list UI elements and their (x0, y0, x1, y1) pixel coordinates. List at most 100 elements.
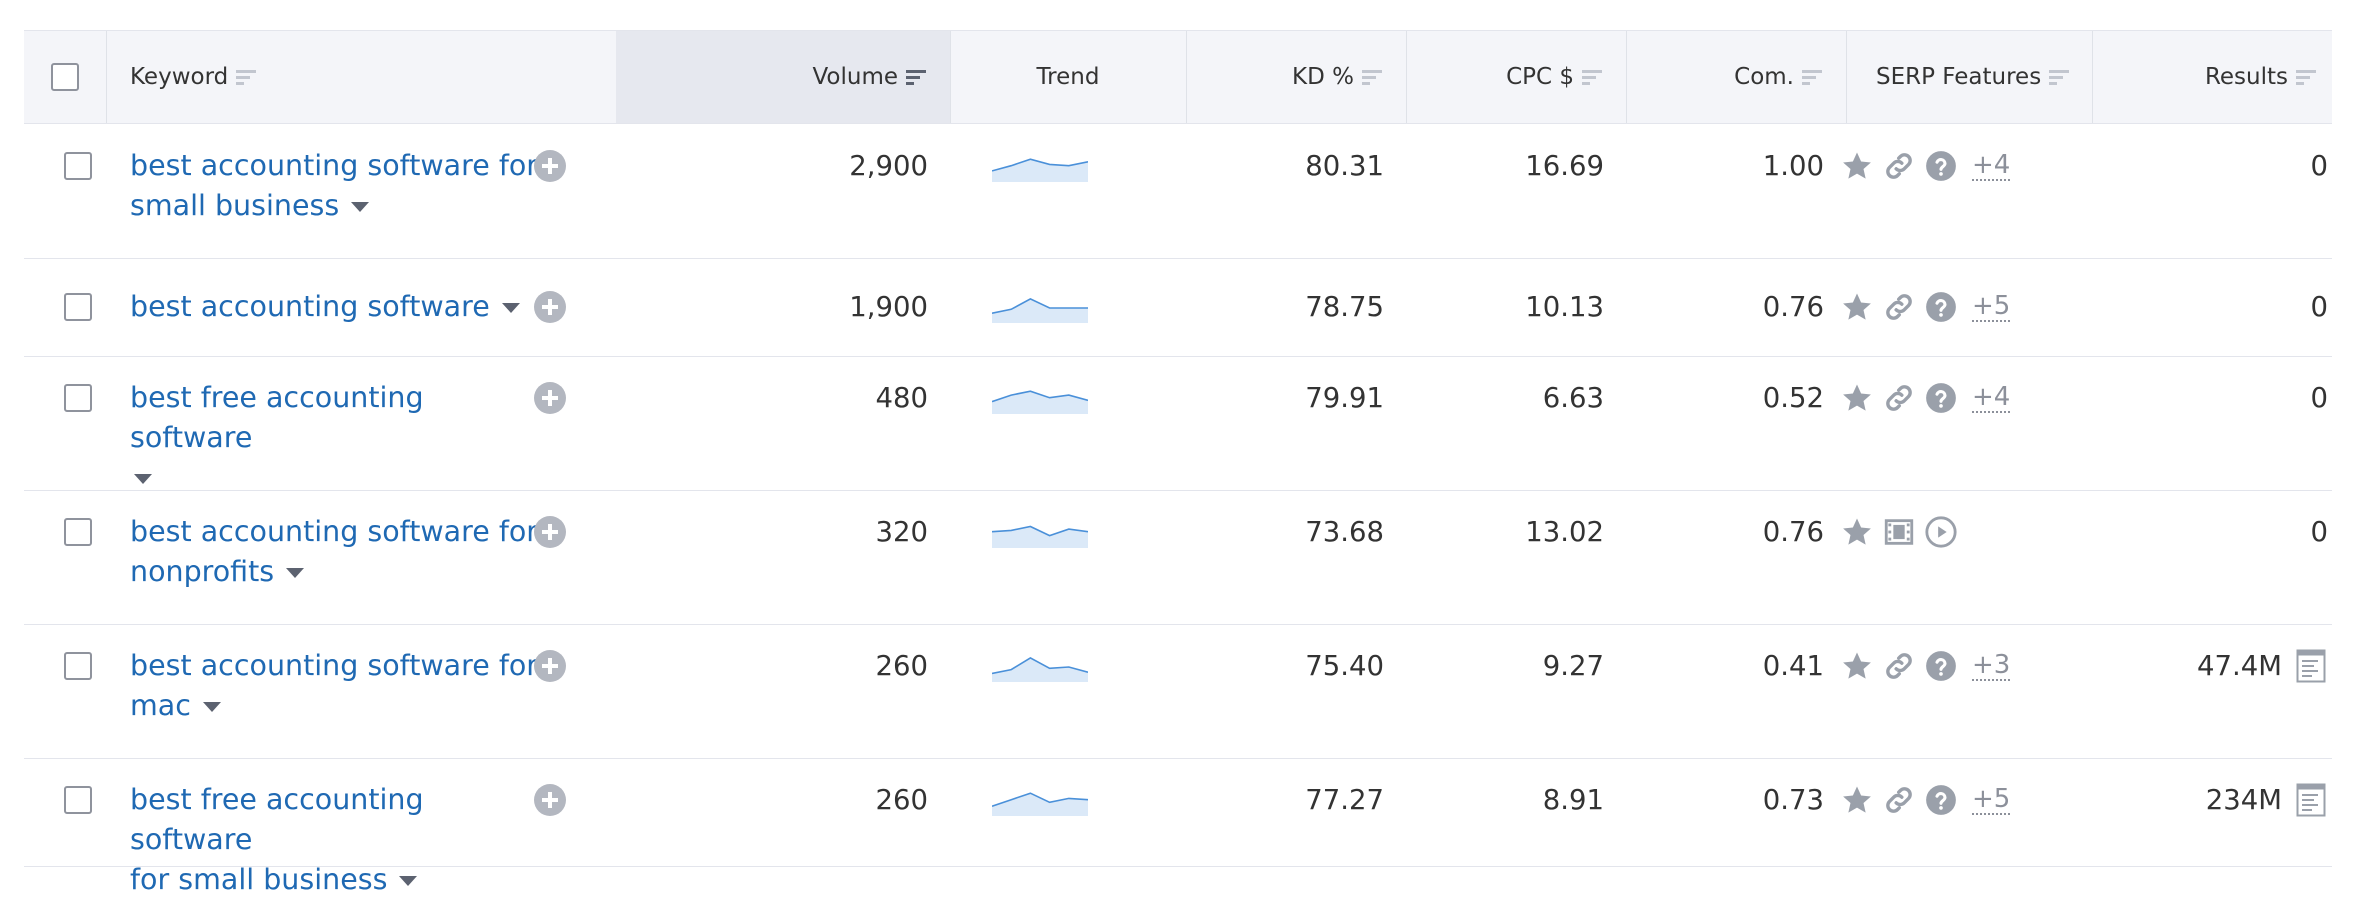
featured-snippet-star-icon[interactable] (1840, 381, 1874, 415)
keyword-link[interactable]: best accounting software for small busine… (130, 146, 540, 226)
more-serp-features[interactable]: +5 (1972, 291, 2011, 322)
add-to-list-icon[interactable] (534, 382, 566, 414)
select-all-checkbox[interactable] (51, 63, 79, 91)
header-cpc[interactable]: CPC $ (1406, 31, 1626, 123)
featured-snippet-star-icon[interactable] (1840, 783, 1874, 817)
sitelinks-link-icon[interactable] (1882, 149, 1916, 183)
sort-icon (1802, 70, 1822, 85)
chevron-down-icon[interactable] (501, 303, 520, 313)
volume-value: 260 (875, 650, 929, 682)
chevron-down-icon[interactable] (286, 568, 305, 578)
cpc-value: 16.69 (1525, 150, 1604, 182)
trend-sparkline (992, 525, 1088, 548)
sort-icon (236, 70, 257, 85)
keyword-text-line1: best free accounting software (130, 381, 424, 454)
header-kd[interactable]: KD % (1186, 31, 1406, 123)
cpc-value: 6.63 (1542, 382, 1604, 414)
keyword-text-line1: best accounting software for (130, 149, 539, 182)
video-carousel-icon[interactable] (1882, 515, 1916, 549)
keyword-link[interactable]: best free accounting software (130, 378, 540, 498)
video-play-icon[interactable] (1924, 515, 1958, 549)
people-also-ask-question-icon[interactable] (1924, 783, 1958, 817)
chevron-down-icon[interactable] (399, 876, 418, 886)
header-trend-label: Trend (1036, 64, 1100, 90)
people-also-ask-question-icon[interactable] (1924, 290, 1958, 324)
serp-features: +3 (1840, 646, 2011, 686)
results-value: 0 (2310, 150, 2329, 182)
featured-snippet-star-icon[interactable] (1840, 149, 1874, 183)
keyword-text-line2: small business (130, 189, 340, 222)
keyword-text-line1: best accounting software for (130, 515, 539, 548)
header-cpc-label: CPC $ (1506, 64, 1574, 90)
people-also-ask-question-icon[interactable] (1924, 149, 1958, 183)
row-checkbox[interactable] (64, 652, 92, 680)
more-serp-features[interactable]: +4 (1972, 150, 2011, 181)
com-value: 1.00 (1762, 150, 1824, 182)
add-to-list-icon[interactable] (534, 291, 566, 323)
header-keyword[interactable]: Keyword (106, 31, 616, 123)
featured-snippet-star-icon[interactable] (1840, 290, 1874, 324)
chevron-down-icon[interactable] (202, 702, 221, 712)
keyword-text-line2: mac (130, 689, 191, 722)
trend-sparkline (992, 158, 1088, 182)
keyword-link[interactable]: best free accounting software for small b… (130, 780, 540, 900)
row-checkbox[interactable] (64, 152, 92, 180)
keyword-link[interactable]: best accounting software for nonprofits (130, 512, 540, 592)
people-also-ask-question-icon[interactable] (1924, 381, 1958, 415)
header-volume[interactable]: Volume (616, 31, 950, 123)
header-keyword-label: Keyword (130, 64, 229, 90)
keyword-link[interactable]: best accounting software for mac (130, 646, 540, 726)
header-trend: Trend (950, 31, 1186, 123)
featured-snippet-star-icon[interactable] (1840, 649, 1874, 683)
serp-snapshot-icon[interactable] (2296, 783, 2326, 817)
cpc-value: 13.02 (1525, 516, 1604, 548)
row-checkbox[interactable] (64, 786, 92, 814)
row-checkbox[interactable] (64, 293, 92, 321)
header-serp[interactable]: SERP Features (1846, 31, 2092, 123)
sort-icon (1582, 70, 1602, 85)
people-also-ask-question-icon[interactable] (1924, 649, 1958, 683)
serp-snapshot-icon[interactable] (2296, 649, 2326, 683)
add-to-list-icon[interactable] (534, 516, 566, 548)
kd-value: 75.40 (1305, 650, 1384, 682)
volume-value: 480 (875, 382, 929, 414)
sitelinks-link-icon[interactable] (1882, 783, 1916, 817)
header-results[interactable]: Results (2092, 31, 2332, 123)
serp-features: +5 (1840, 287, 2011, 327)
header-com[interactable]: Com. (1626, 31, 1846, 123)
featured-snippet-star-icon[interactable] (1840, 515, 1874, 549)
table-row: best free accounting software 480 79.91 … (24, 356, 2332, 491)
keyword-text-line1: best free accounting software (130, 783, 424, 856)
serp-features: +4 (1840, 378, 2011, 418)
com-value: 0.76 (1762, 516, 1824, 548)
serp-features (1840, 512, 1958, 552)
serp-features: +5 (1840, 780, 2011, 820)
results-value: 0 (2310, 291, 2329, 323)
chevron-down-icon[interactable] (134, 474, 152, 484)
add-to-list-icon[interactable] (534, 650, 566, 682)
results-value: 0 (2310, 382, 2329, 414)
kd-value: 78.75 (1305, 291, 1384, 323)
more-serp-features[interactable]: +5 (1972, 784, 2011, 815)
serp-features: +4 (1840, 146, 2011, 186)
com-value: 0.41 (1762, 650, 1824, 682)
volume-value: 2,900 (849, 150, 928, 182)
sort-icon (2049, 70, 2070, 85)
add-to-list-icon[interactable] (534, 150, 566, 182)
select-all-cell (24, 31, 106, 123)
table-header: Keyword Volume Trend KD % CPC $ Com. S (24, 30, 2332, 124)
chevron-down-icon[interactable] (351, 202, 370, 212)
header-kd-label: KD % (1292, 64, 1354, 90)
sitelinks-link-icon[interactable] (1882, 290, 1916, 324)
add-to-list-icon[interactable] (534, 784, 566, 816)
keyword-link[interactable]: best accounting software (130, 287, 540, 327)
row-checkbox[interactable] (64, 384, 92, 412)
volume-value: 1,900 (849, 291, 928, 323)
row-checkbox[interactable] (64, 518, 92, 546)
more-serp-features[interactable]: +4 (1972, 382, 2011, 413)
sitelinks-link-icon[interactable] (1882, 649, 1916, 683)
table-row: best accounting software for small busine… (24, 124, 2332, 259)
more-serp-features[interactable]: +3 (1972, 650, 2011, 681)
results-value: 234M (2205, 784, 2282, 816)
sitelinks-link-icon[interactable] (1882, 381, 1916, 415)
